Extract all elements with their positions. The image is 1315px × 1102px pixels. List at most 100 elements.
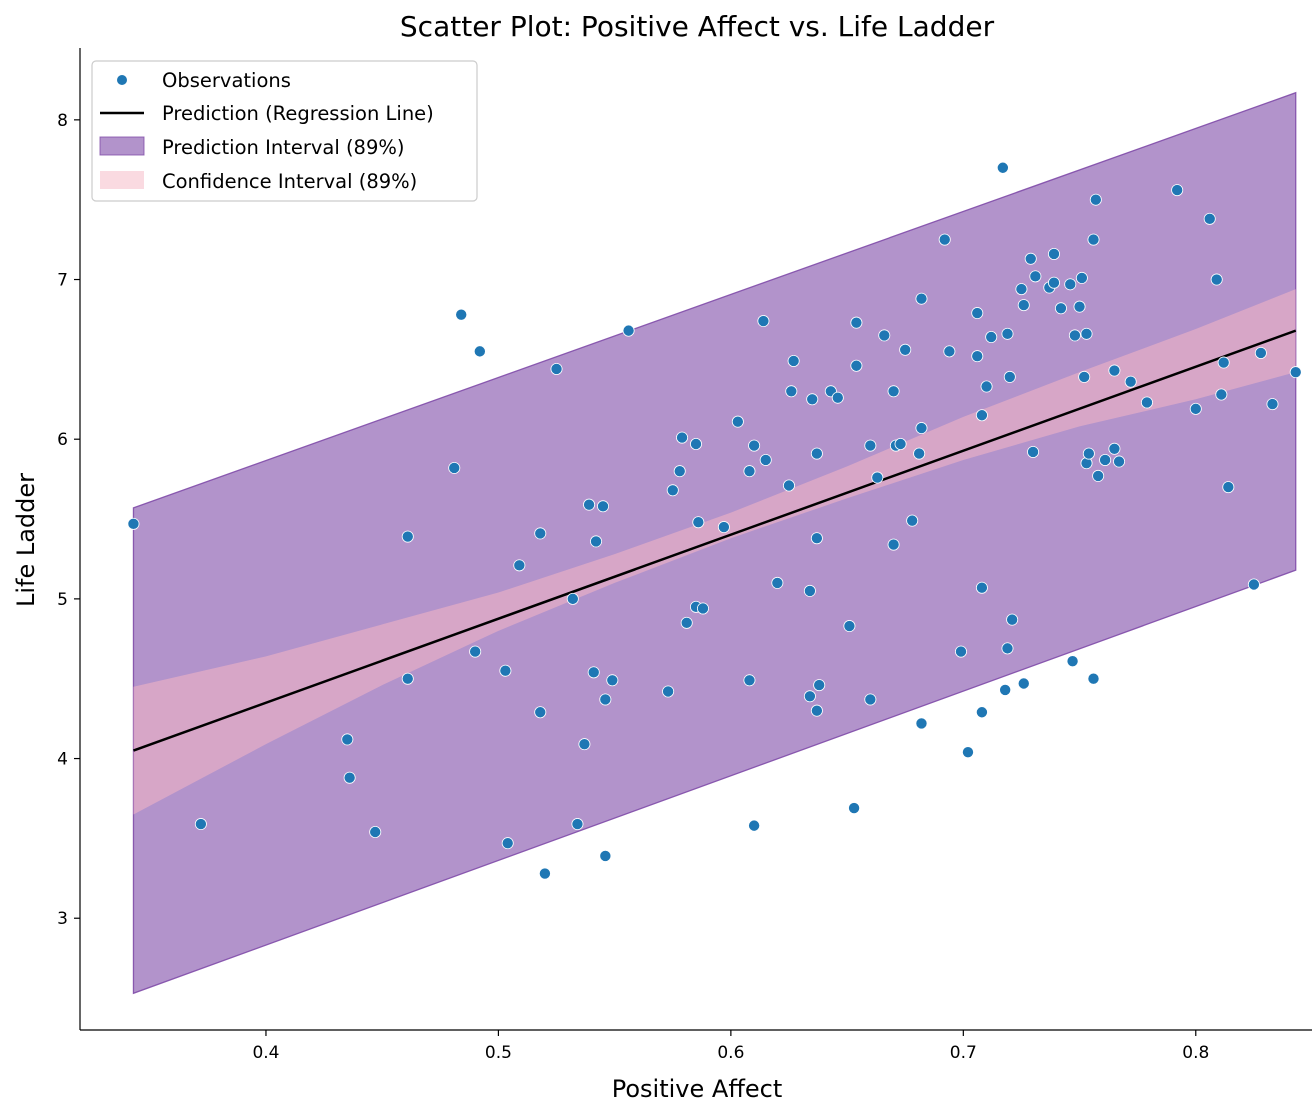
observation-point: [999, 683, 1012, 696]
y-tick-label: 6: [57, 430, 68, 450]
observation-point: [871, 471, 884, 484]
legend-label-confidence-interval: Confidence Interval (89%): [162, 170, 417, 193]
observation-point: [757, 315, 770, 328]
regression-line: [133, 329, 1297, 752]
y-tick-label: 3: [57, 909, 68, 929]
observation-point: [971, 307, 984, 320]
observation-point: [787, 354, 800, 367]
observation-point: [743, 674, 756, 687]
observation-point: [731, 415, 744, 428]
legend-label-observations: Observations: [162, 69, 291, 92]
observation-point: [887, 385, 900, 398]
chart-title: Scatter Plot: Positive Affect vs. Life L…: [400, 10, 995, 43]
observation-point: [566, 592, 579, 605]
observation-point: [369, 826, 382, 839]
observation-point: [850, 316, 863, 329]
observation-point: [996, 161, 1009, 174]
observation-point: [810, 447, 823, 460]
observation-point: [501, 837, 514, 850]
observation-point: [894, 437, 907, 450]
observation-point: [1222, 481, 1235, 494]
x-tick-label: 0.7: [950, 1043, 977, 1063]
observation-points: [127, 161, 1302, 880]
observation-point: [1108, 442, 1121, 455]
observation-point: [864, 439, 877, 452]
observation-point: [1078, 370, 1091, 383]
observation-point: [1266, 398, 1279, 411]
observation-point: [599, 693, 612, 706]
legend-marker-confidence-interval: [100, 171, 144, 189]
observation-point: [1024, 252, 1037, 265]
observation-point: [1087, 672, 1100, 685]
observation-point: [961, 746, 974, 759]
observation-point: [803, 584, 816, 597]
x-tick-label: 0.4: [252, 1043, 279, 1063]
observation-point: [915, 292, 928, 305]
observation-point: [127, 517, 140, 530]
observation-point: [341, 733, 354, 746]
observation-point: [538, 867, 551, 880]
observation-point: [748, 819, 761, 832]
observation-point: [813, 679, 826, 692]
observation-point: [534, 706, 547, 719]
observation-point: [848, 802, 861, 815]
observation-point: [194, 818, 207, 831]
observation-point: [401, 530, 414, 543]
legend-marker-observations: [117, 75, 127, 85]
observation-point: [550, 362, 563, 375]
observation-point: [1092, 469, 1105, 482]
x-axis-label: Positive Affect: [612, 1075, 782, 1102]
observation-point: [1015, 283, 1028, 296]
observation-point: [843, 620, 856, 633]
observation-point: [806, 393, 819, 406]
observation-point: [455, 308, 468, 321]
observation-point: [597, 500, 610, 513]
observation-point: [1099, 453, 1112, 466]
observation-point: [606, 674, 619, 687]
legend-frame: [91, 60, 478, 202]
y-tick-label: 5: [57, 590, 68, 610]
axes: [79, 48, 1312, 1031]
observation-point: [1027, 445, 1040, 458]
legend: Observations Prediction (Regression Line…: [91, 60, 478, 202]
observation-point: [748, 439, 761, 452]
observation-point: [587, 666, 600, 679]
observation-point: [1217, 356, 1230, 369]
observation-point: [717, 521, 730, 534]
observation-point: [1054, 302, 1067, 315]
observation-point: [1047, 247, 1060, 260]
observation-point: [971, 350, 984, 363]
observation-point: [1003, 370, 1016, 383]
observation-point: [759, 453, 772, 466]
observation-point: [473, 345, 486, 358]
observation-point: [1089, 193, 1102, 206]
y-ticks: 3 4 5 6 7 8: [57, 111, 80, 929]
observation-point: [1075, 271, 1088, 284]
observation-point: [831, 391, 844, 404]
observation-point: [1017, 299, 1030, 312]
observation-point: [913, 447, 926, 460]
observation-point: [1029, 270, 1042, 283]
observation-point: [985, 331, 998, 344]
observation-point: [975, 409, 988, 422]
observation-point: [1254, 346, 1267, 359]
observation-point: [1006, 613, 1019, 626]
observation-point: [1047, 276, 1060, 289]
observation-point: [590, 535, 603, 548]
x-tick-label: 0.6: [717, 1043, 744, 1063]
observation-point: [1073, 300, 1086, 313]
observation-point: [1289, 366, 1302, 379]
observation-point: [1203, 212, 1216, 225]
confidence-interval-band: [133, 289, 1296, 815]
x-tick-label: 0.8: [1182, 1043, 1209, 1063]
observation-point: [938, 233, 951, 246]
observation-point: [864, 693, 877, 706]
legend-label-prediction-interval: Prediction Interval (89%): [162, 136, 405, 159]
observation-point: [1210, 273, 1223, 286]
observation-point: [1215, 388, 1228, 401]
observation-point: [1082, 447, 1095, 460]
observation-point: [1080, 327, 1093, 340]
observation-point: [943, 345, 956, 358]
observation-point: [622, 324, 635, 337]
